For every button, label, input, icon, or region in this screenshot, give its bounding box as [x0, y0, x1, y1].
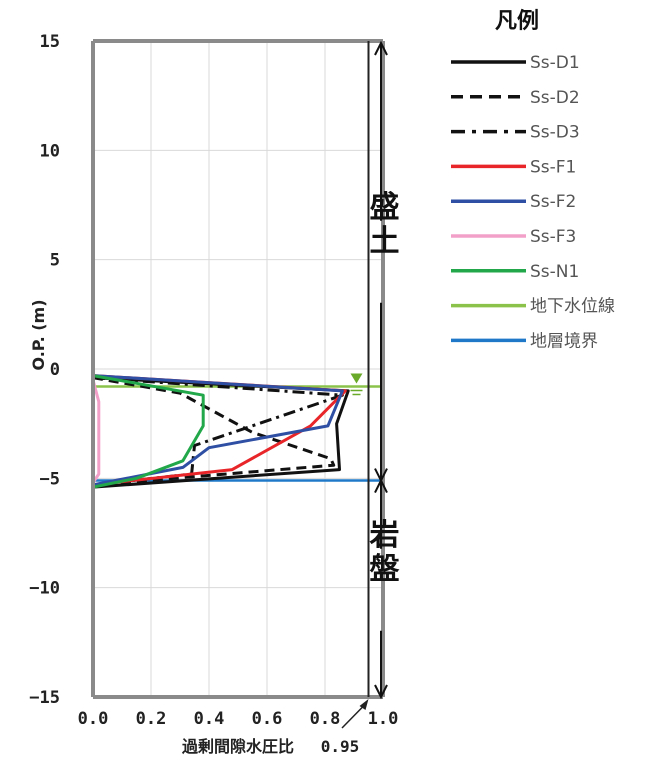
legend-label: Ss-D2 — [530, 88, 580, 108]
legend-label: Ss-D1 — [530, 53, 580, 73]
arrow-up-icon — [374, 478, 388, 493]
grid — [93, 41, 383, 697]
legend: 凡例 Ss-D1 Ss-D2 Ss-D3 Ss-F1 Ss-F2 Ss-F3 Ss-N1 地下水… — [451, 9, 615, 351]
y-tick-label: 10 — [40, 141, 60, 161]
tick-labels: 0.0 0.2 0.4 0.6 0.8 1.0 15 10 5 0 −5 −10 −15 — [29, 32, 398, 729]
legend-label: Ss-F2 — [530, 192, 576, 212]
y-tick-label: 5 — [50, 251, 60, 271]
x-tick-label: 1.0 — [368, 709, 399, 729]
water-level-marker-icon — [350, 373, 363, 384]
series-ss-f3 — [91, 379, 101, 484]
legend-label: Ss-D3 — [530, 123, 580, 143]
x-tick-label: 0.8 — [310, 709, 341, 729]
legend-label: 地下水位線 — [530, 297, 615, 317]
axis-labels: 過剰間隙水圧比 O.P. (m) 0.95 — [29, 299, 359, 756]
zone-label: 盛土 — [364, 191, 400, 259]
y-tick-label: −15 — [29, 688, 60, 708]
x-tick-label: 0.6 — [252, 709, 283, 729]
series-ss-d2 — [92, 376, 336, 487]
legend-label: 地層境界 — [530, 331, 598, 351]
y-tick-label: 15 — [40, 32, 60, 52]
x-tick-label: 0.2 — [136, 709, 167, 729]
plot-frame — [91, 39, 385, 729]
annotation-0-95: 0.95 — [321, 737, 360, 756]
y-tick-label: 0 — [50, 360, 60, 380]
series-group — [91, 374, 350, 489]
legend-label: Ss-F1 — [530, 157, 576, 177]
series-ss-n1 — [92, 374, 205, 489]
legend-label: Ss-N1 — [530, 262, 579, 282]
y-tick-label: −10 — [29, 579, 60, 599]
x-axis-label: 過剰間隙水圧比 — [181, 737, 294, 756]
legend-label: Ss-F3 — [530, 227, 576, 247]
y-axis-label: O.P. (m) — [29, 299, 48, 370]
zone-label: 岩盤 — [364, 519, 400, 587]
arrow-up-icon — [374, 40, 388, 56]
x-tick-label: 0.4 — [194, 709, 225, 729]
series-ss-f2 — [92, 374, 344, 487]
arrow-down-icon — [374, 684, 388, 700]
annotation-arrowhead — [359, 699, 369, 710]
legend-title: 凡例 — [495, 9, 539, 34]
y-tick-label: −5 — [40, 469, 60, 489]
x-tick-label: 0.0 — [78, 709, 109, 729]
